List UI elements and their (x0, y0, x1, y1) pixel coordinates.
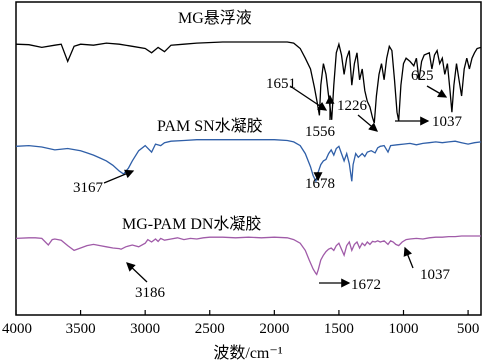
annotation-arrow-5 (426, 85, 448, 98)
x-tick-label-4000: 4000 (2, 321, 32, 337)
x-tick-label-2500: 2500 (195, 321, 225, 337)
annotation-arrow-10 (403, 246, 414, 269)
x-axis: 4000 3500 3000 2500 2000 1500 1000 500 (2, 310, 479, 337)
annotation-label-8: 3186 (135, 285, 166, 301)
annotation-label-6: 3167 (73, 180, 104, 196)
spectrum-line-2 (15, 139, 482, 184)
annotation-arrow-1 (289, 85, 328, 111)
series-name-3: MG-PAM DN水凝胶 (122, 215, 261, 233)
spectrum-line-3 (15, 235, 481, 276)
annotation-label-7: 1678 (305, 176, 335, 192)
spectrum-line-1 (15, 41, 482, 124)
x-axis-title: 波数/cm⁻¹ (213, 344, 282, 362)
annotation-label-2: 1556 (305, 124, 336, 140)
series-layer: MG悬浮液 PAM SN水凝胶 MG-PAM DN水凝胶 (15, 9, 482, 276)
annotation-arrow-3 (357, 114, 378, 132)
series-name-1: MG悬浮液 (178, 9, 252, 27)
x-tick-label-3500: 3500 (66, 321, 96, 337)
x-tick-label-1000: 1000 (389, 321, 419, 337)
series-name-2: PAM SN水凝胶 (157, 117, 263, 135)
x-tick-label-500: 500 (457, 321, 480, 337)
plot-frame (15, 1, 482, 316)
annotation-label-4: 1037 (432, 114, 463, 130)
annotation-label-9: 1672 (351, 277, 381, 293)
x-tick-label-2000: 2000 (259, 321, 289, 337)
annotation-label-5: 625 (411, 68, 434, 84)
annotation-label-10: 1037 (420, 267, 451, 283)
x-tick-label-1500: 1500 (324, 321, 354, 337)
x-tick-label-3000: 3000 (130, 321, 160, 337)
annotation-label-1: 1651 (266, 76, 296, 92)
annotation-arrow-8 (126, 262, 148, 283)
annotation-arrow-6 (103, 169, 135, 184)
annotation-label-3: 1226 (337, 98, 368, 114)
